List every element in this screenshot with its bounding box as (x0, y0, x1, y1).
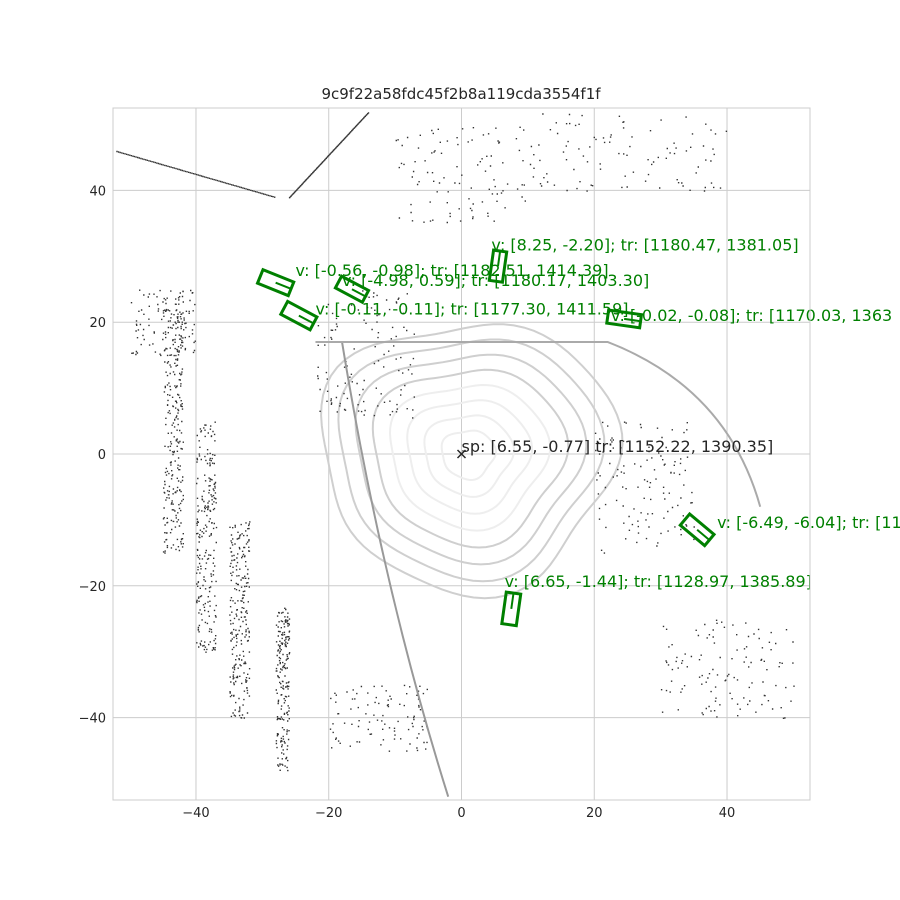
object-box (255, 267, 296, 298)
object-label: v: [-4.98, 0.59]; tr: [1180.17, 1403.30] (342, 271, 649, 290)
ego-marker: sp: [6.55, -0.77] tr: [1152.22, 1390.35] (456, 437, 774, 459)
lidar-ring (423, 414, 516, 498)
lidar-ring (440, 429, 498, 482)
ego-label: sp: [6.55, -0.77] tr: [1152.22, 1390.35] (462, 437, 774, 456)
x-tick-labels: −40 −20 0 20 40 (182, 806, 735, 821)
x-tick-label: −20 (315, 806, 342, 821)
object-box (500, 590, 523, 628)
lidar-points (116, 112, 795, 798)
lidar-ring (371, 368, 570, 549)
object-label: v: [-6.49, -6.04]; tr: [11 (717, 513, 900, 532)
object-heading-line (497, 250, 502, 267)
object-boxes: v: [8.25, -2.20]; tr: [1180.47, 1381.05]… (255, 235, 900, 628)
object-heading-line (696, 529, 710, 541)
y-tick-label: 0 (98, 448, 106, 463)
lidar-ring (388, 383, 552, 532)
lidar-road-curve (315, 340, 762, 507)
object-box (487, 248, 509, 284)
y-tick-label: −40 (79, 712, 106, 727)
lidar-ring (406, 399, 534, 515)
object-box (678, 511, 717, 548)
object-label: v: [8.25, -2.20]; tr: [1180.47, 1381.05] (491, 235, 798, 254)
object-heading-line (275, 281, 292, 290)
y-tick-label: −20 (79, 580, 106, 595)
object-label: v: [-0.56, -0.98]; tr: [1182.51, 1414.39… (296, 261, 609, 280)
object-label: v: [-0.02, -0.08]; tr: [1170.03, 1363 (611, 306, 892, 325)
object-box (605, 308, 644, 330)
x-tick-label: 40 (719, 806, 736, 821)
object-label: v: [6.65, -1.44]; tr: [1128.97, 1385.89] (505, 572, 812, 591)
chart-title: 9c9f22a58fdc45f2b8a119cda3554f1f (321, 85, 601, 103)
grid-lines (113, 108, 810, 800)
object-heading-line (298, 314, 314, 325)
x-tick-label: 20 (586, 806, 603, 821)
object-label: v: [-0.11, -0.11]; tr: [1177.30, 1411.59… (315, 299, 628, 318)
y-tick-label: 40 (89, 184, 106, 199)
object-box (278, 299, 319, 332)
axes-frame (112, 107, 811, 801)
ego-x-marker (456, 449, 467, 459)
y-tick-label: 20 (89, 316, 106, 331)
lidar-ring (337, 338, 606, 583)
object-box (333, 274, 371, 305)
object-heading-line (623, 317, 641, 323)
object-heading-line (351, 288, 366, 298)
object-heading-line (510, 592, 515, 610)
x-tick-label: −40 (182, 806, 209, 821)
lidar-ring (320, 323, 624, 600)
y-tick-labels: 40 20 0 −20 −40 (79, 184, 106, 726)
lidar-road-curve (341, 341, 450, 798)
x-tick-label: 0 (457, 806, 465, 821)
lidar-ring (354, 353, 588, 566)
